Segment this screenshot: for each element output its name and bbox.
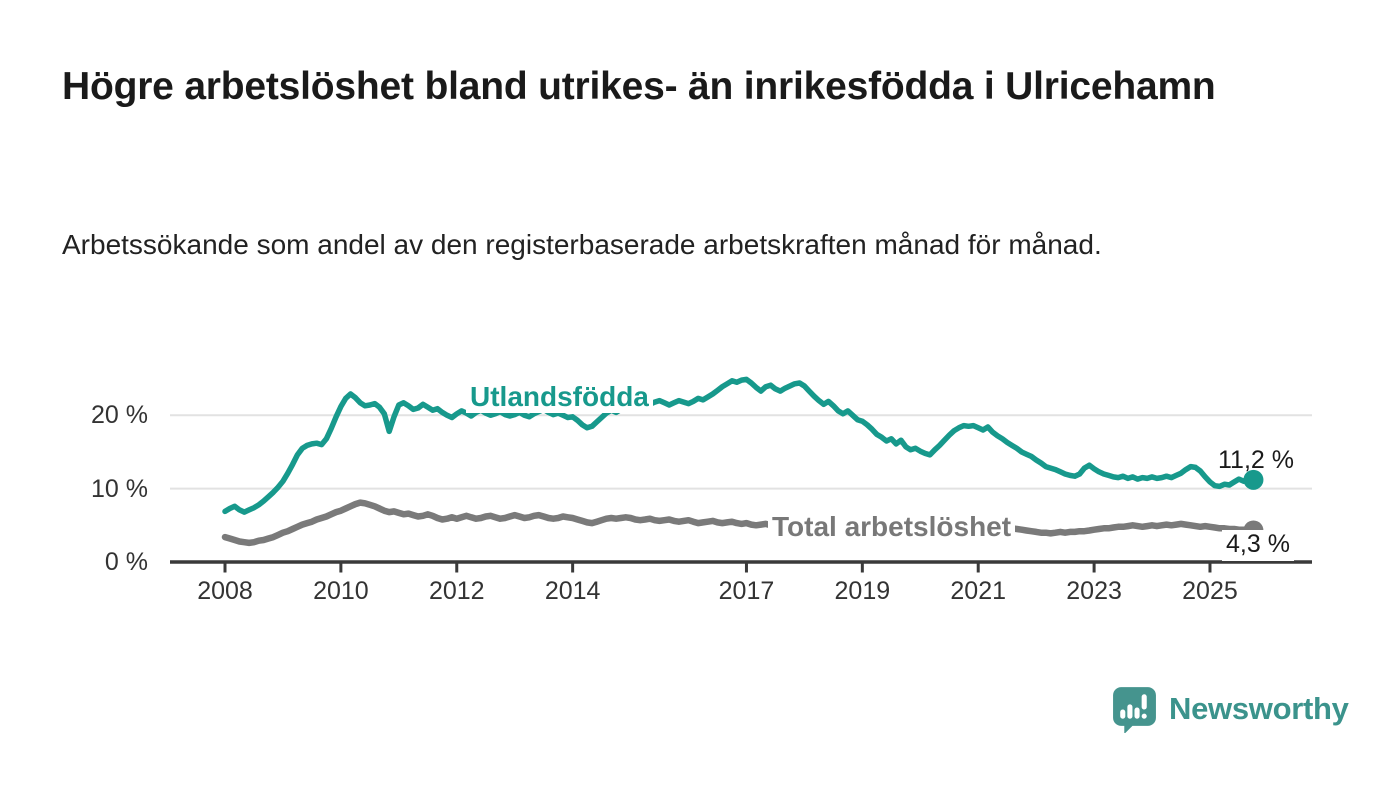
page-title: Högre arbetslöshet bland utrikes- än inr… — [62, 65, 1216, 108]
data-series-lines — [221, 376, 1264, 547]
y-tick-label: 10 % — [91, 474, 148, 503]
end-value-label-total: 4,3 % — [1222, 530, 1294, 561]
series-label-utlandsfodda: Utlandsfödda — [466, 381, 653, 413]
line-utlandsfodda — [222, 376, 1257, 515]
y-tick-label: 0 % — [104, 548, 148, 576]
x-tick-label: 2021 — [950, 577, 1007, 605]
chart-subtitle: Arbetssökande som andel av den registerb… — [62, 229, 1102, 260]
newsworthy-wordmark: Newsworthy — [1169, 690, 1349, 726]
x-tick-label: 2019 — [834, 577, 891, 605]
newsworthy-brand: Newsworthy — [1110, 684, 1349, 733]
x-tick-label: 2010 — [313, 577, 369, 605]
x-tick-label: 2008 — [197, 577, 253, 605]
x-tick-label: 2023 — [1066, 577, 1122, 605]
line-total-arbetsloshet — [221, 499, 1257, 547]
x-tick-label: 2014 — [544, 577, 601, 605]
gridlines — [170, 414, 1312, 490]
y-tick-label: 20 % — [91, 401, 148, 430]
x-tick-label: 2012 — [428, 577, 485, 605]
x-tick-label: 2017 — [718, 577, 775, 605]
end-dot-utlandsfodda — [1243, 469, 1264, 490]
x-tick-label: 2025 — [1182, 577, 1238, 605]
x-axis — [170, 560, 1312, 573]
series-label-total-arbetsloshet: Total arbetslöshet — [768, 511, 1016, 543]
bar-chart-speech-bubble-icon — [1113, 687, 1156, 733]
end-value-label-utlandsfodda: 11,2 % — [1218, 446, 1294, 474]
